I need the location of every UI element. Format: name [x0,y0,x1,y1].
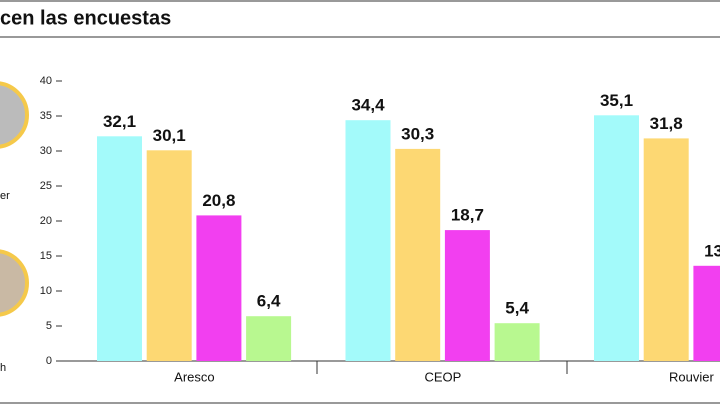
x-tick-label: Rouvier [669,369,714,384]
value-label: 20,8 [202,191,235,210]
y-tick-label: 15 [40,250,52,262]
y-tick-label: 40 [40,75,52,87]
bar [494,323,540,361]
value-label: 32,1 [103,112,136,131]
side-label: er [0,190,10,202]
side-label: h [0,362,6,374]
y-tick-label: 0 [46,355,52,367]
value-label: 35,1 [600,91,633,110]
bar [97,136,142,361]
y-tick-label: 5 [46,320,52,332]
value-label: 5,4 [505,299,529,318]
y-tick-label: 25 [40,180,52,192]
value-label: 30,3 [401,124,434,143]
y-tick-label: 10 [40,285,52,297]
value-label: 18,7 [451,206,484,225]
value-label: 31,8 [650,114,683,133]
y-tick-label: 30 [40,145,52,157]
x-tick-label: CEOP [424,369,461,384]
bar [693,265,720,361]
bar [345,120,391,361]
bar [444,230,490,361]
value-label: 6,4 [257,292,281,311]
bar [643,138,689,361]
photo [0,81,29,149]
y-tick-label: 20 [40,215,52,227]
value-label: 34,4 [351,96,385,115]
photo [0,249,29,317]
chart-title: cen las encuestas [0,7,171,29]
value-label: 13, [704,241,720,260]
bar [246,316,292,361]
value-label: 30,1 [153,126,186,145]
bar [594,115,639,361]
bar [196,215,242,361]
y-tick-label: 35 [40,110,52,122]
bar [146,150,192,361]
x-tick-label: Aresco [174,369,214,384]
bar [395,148,441,361]
